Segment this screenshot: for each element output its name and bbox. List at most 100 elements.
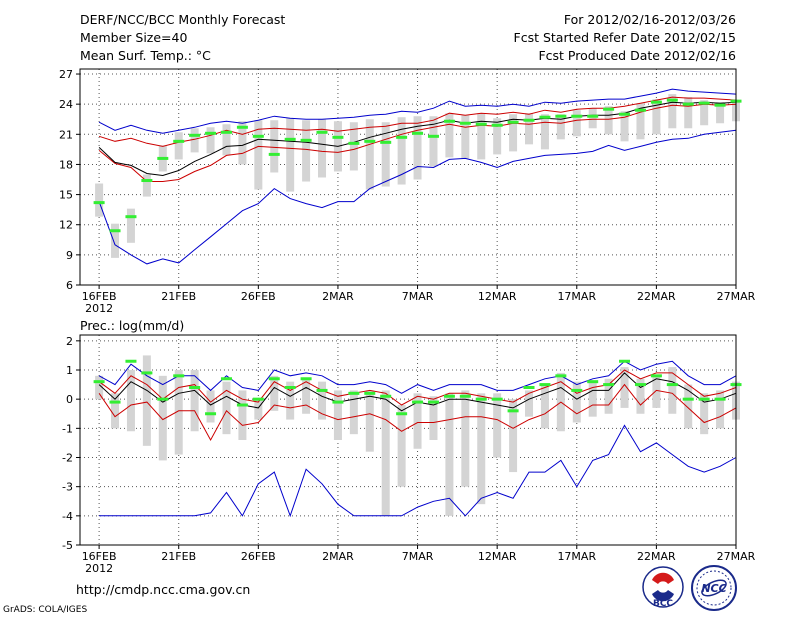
box-prec-7 xyxy=(206,390,215,423)
median-temp-32 xyxy=(603,107,615,111)
median-prec-10 xyxy=(252,397,264,401)
median-temp-39 xyxy=(714,103,726,107)
median-prec-22 xyxy=(443,394,455,398)
box-prec-10 xyxy=(254,399,263,420)
x-year-label: 2012 xyxy=(85,302,113,315)
mean-line-temp xyxy=(98,101,737,177)
box-temp-38 xyxy=(700,100,709,126)
temperature-panel-title: Mean Surf. Temp.: °C xyxy=(80,48,211,63)
x-tick-label: 27MAR xyxy=(717,290,756,303)
median-temp-6 xyxy=(189,133,201,137)
box-temp-5 xyxy=(174,132,183,160)
median-temp-14 xyxy=(316,130,328,134)
median-temp-18 xyxy=(380,140,392,144)
box-prec-20 xyxy=(413,393,422,449)
box-temp-12 xyxy=(286,118,295,192)
upper-line-prec xyxy=(98,369,737,406)
median-temp-13 xyxy=(300,138,312,142)
box-prec-26 xyxy=(509,399,518,473)
median-prec-37 xyxy=(682,397,694,401)
box-prec-31 xyxy=(588,381,597,417)
median-temp-38 xyxy=(698,101,710,105)
box-temp-3 xyxy=(142,174,151,197)
box-temp-9 xyxy=(238,121,247,165)
box-prec-30 xyxy=(572,381,581,423)
x-tick-label: 17MAR xyxy=(557,550,596,563)
y-tick-label: 9 xyxy=(66,249,73,262)
box-prec-21 xyxy=(429,396,438,440)
plot-frame-prec xyxy=(79,334,737,546)
median-temp-31 xyxy=(587,114,599,118)
median-prec-36 xyxy=(666,383,678,387)
box-prec-15 xyxy=(333,390,342,440)
max-line-temp xyxy=(98,88,737,134)
median-temp-36 xyxy=(666,98,678,102)
x-year-label: 2012 xyxy=(85,562,113,575)
median-temp-3 xyxy=(141,179,153,183)
box-temp-23 xyxy=(461,115,470,159)
box-temp-18 xyxy=(381,122,390,187)
box-temp-17 xyxy=(365,119,374,190)
box-temp-6 xyxy=(190,128,199,153)
median-temp-28 xyxy=(539,115,551,119)
grads-credit: GrADS: COLA/IGES xyxy=(3,605,88,615)
box-temp-20 xyxy=(413,116,422,180)
box-temp-29 xyxy=(556,114,565,140)
median-prec-14 xyxy=(316,388,328,392)
upper-line-temp xyxy=(98,96,737,147)
median-prec-24 xyxy=(475,397,487,401)
median-prec-12 xyxy=(284,386,296,389)
median-temp-29 xyxy=(555,114,567,118)
y-tick-label: 0 xyxy=(66,393,73,406)
x-tick-label: 12MAR xyxy=(478,550,517,563)
max-line-prec xyxy=(98,360,737,394)
box-temp-35 xyxy=(652,99,661,135)
box-temp-10 xyxy=(254,120,263,190)
box-prec-33 xyxy=(620,367,629,408)
box-prec-4 xyxy=(158,375,167,461)
median-prec-20 xyxy=(412,400,424,404)
median-temp-21 xyxy=(427,134,439,138)
box-prec-34 xyxy=(636,378,645,414)
box-prec-2 xyxy=(126,370,135,432)
box-temp-31 xyxy=(588,108,597,129)
median-prec-1 xyxy=(109,400,121,404)
median-prec-7 xyxy=(205,412,217,416)
median-prec-8 xyxy=(220,377,232,381)
median-temp-35 xyxy=(650,100,662,104)
median-prec-18 xyxy=(380,394,392,398)
median-prec-2 xyxy=(125,359,137,363)
median-temp-33 xyxy=(619,112,631,116)
median-temp-25 xyxy=(491,123,503,127)
box-prec-39 xyxy=(716,390,725,429)
median-temp-19 xyxy=(396,135,408,139)
box-temp-0 xyxy=(95,183,104,217)
y-tick-label: -5 xyxy=(62,539,73,552)
box-prec-17 xyxy=(365,390,374,452)
median-prec-0 xyxy=(93,380,105,384)
box-temp-24 xyxy=(477,113,486,160)
box-temp-1 xyxy=(111,223,120,258)
box-temp-19 xyxy=(397,117,406,185)
box-prec-18 xyxy=(381,390,390,516)
x-tick-label: 2MAR xyxy=(322,290,354,303)
box-prec-23 xyxy=(461,390,470,487)
bcc-logo-text: BCC xyxy=(653,599,673,609)
member-size-label: Member Size=40 xyxy=(80,30,188,45)
median-temp-0 xyxy=(93,201,105,205)
box-prec-28 xyxy=(540,384,549,429)
median-prec-34 xyxy=(634,383,646,387)
box-prec-24 xyxy=(477,393,486,505)
website-url[interactable]: http://cmdp.ncc.cma.gov.cn xyxy=(76,582,251,597)
median-temp-5 xyxy=(173,139,185,143)
box-prec-25 xyxy=(493,393,502,458)
median-prec-13 xyxy=(300,377,312,381)
median-temp-34 xyxy=(634,108,646,112)
y-tick-label: -1 xyxy=(62,422,73,435)
box-temp-7 xyxy=(206,127,215,154)
forecast-produced-date-label: Fcst Produced Date 2012/02/16 xyxy=(538,48,736,63)
box-prec-8 xyxy=(222,381,231,435)
x-tick-label: 26FEB xyxy=(241,290,276,303)
median-prec-25 xyxy=(491,397,503,401)
box-temp-32 xyxy=(604,106,613,135)
